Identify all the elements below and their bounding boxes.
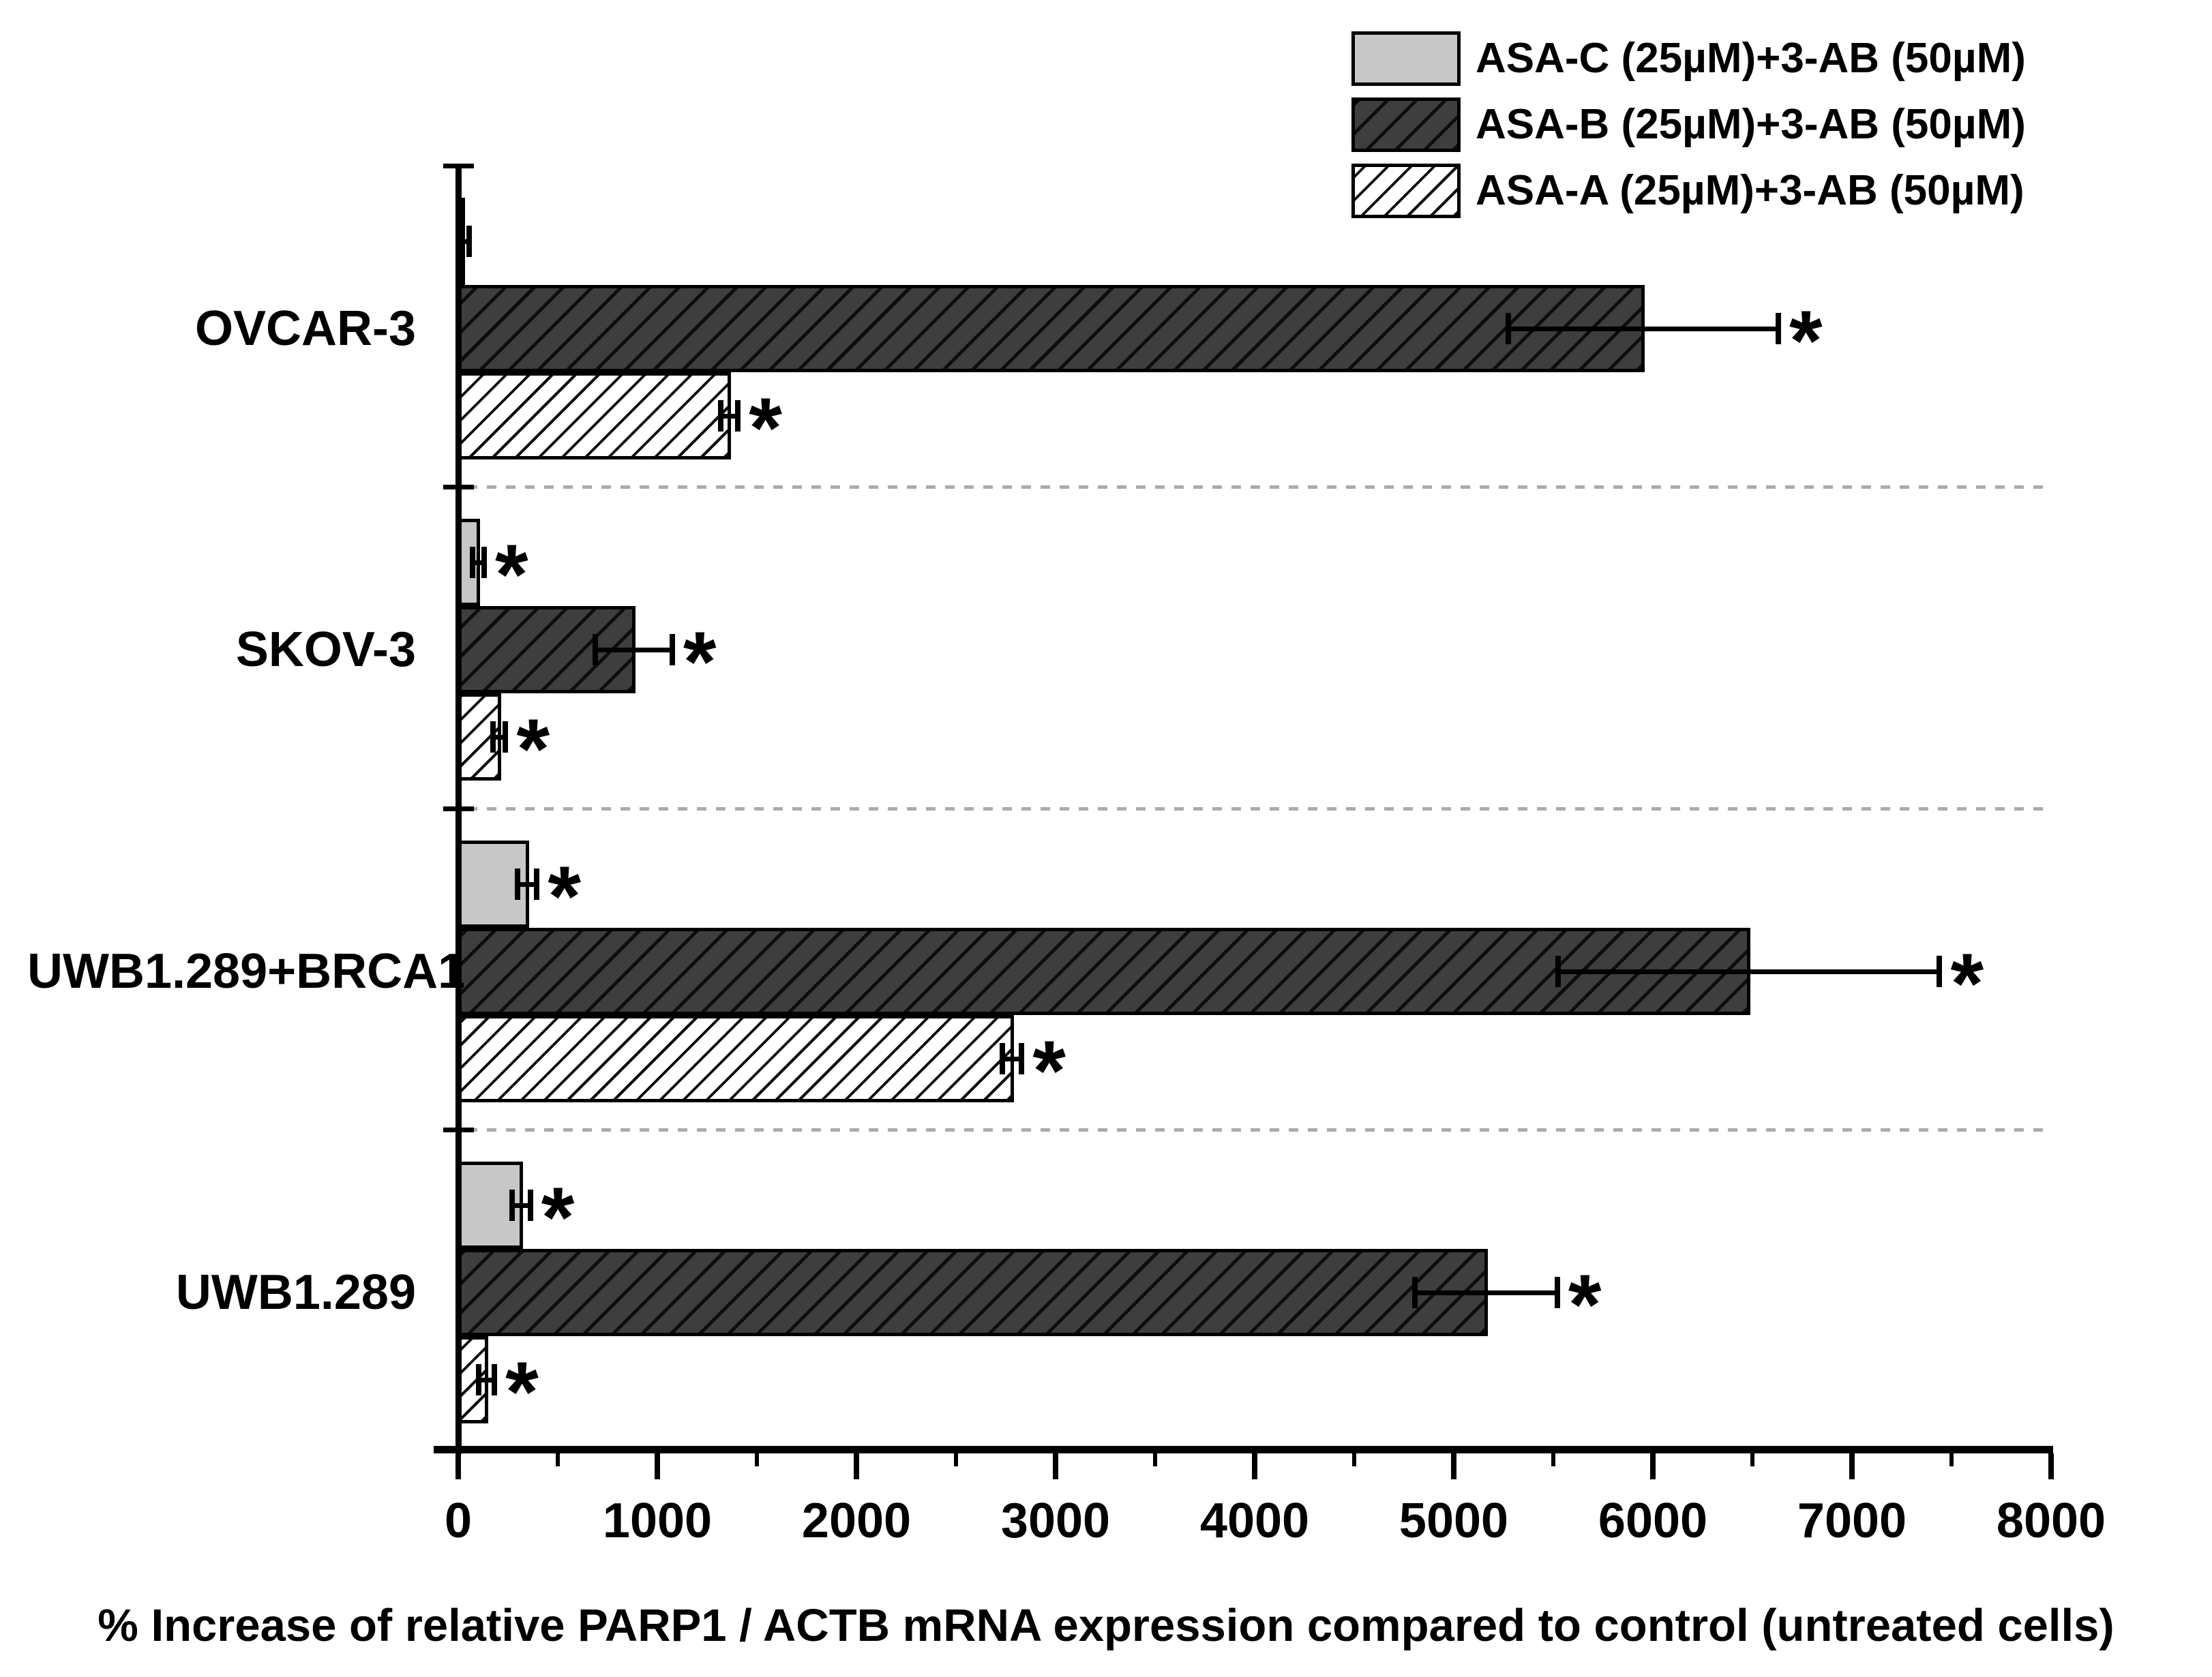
significance-asterisk: * [749, 381, 782, 476]
bar-OVCAR-3-ASA-B [457, 285, 1645, 372]
x-axis-major-tick [655, 1453, 660, 1479]
error-bar-cap-right [534, 868, 540, 900]
y-axis-tick [443, 1128, 474, 1132]
bar-UWB1.289+BRCA1-ASA-B [457, 928, 1751, 1015]
x-axis-major-tick [455, 1453, 461, 1479]
x-axis-major-tick [1849, 1453, 1855, 1479]
legend-label: ASA-C (25µM)+3-AB (50µM) [1476, 35, 2026, 82]
bar-UWB1.289+BRCA1-ASA-A [457, 1015, 1014, 1102]
x-axis-major-tick [854, 1453, 859, 1479]
group-separator-line [468, 485, 2052, 489]
error-bar-cap-left [515, 868, 521, 900]
significance-asterisk: * [683, 615, 717, 710]
category-label-UWB1.289: UWB1.289 [175, 1265, 416, 1320]
error-bar [517, 882, 537, 887]
y-axis-tick [443, 164, 474, 168]
x-axis-title: % Increase of relative PARP1 / ACTB mRNA… [98, 1600, 2114, 1651]
x-axis-minor-tick [556, 1453, 560, 1466]
x-axis-major-tick [1252, 1453, 1257, 1479]
x-tick-label: 5000 [1399, 1494, 1509, 1548]
x-axis-major-tick [2048, 1453, 2054, 1479]
group-separator-line [468, 807, 2052, 811]
error-bar [595, 648, 672, 652]
x-tick-label: 6000 [1598, 1494, 1708, 1548]
error-bar-cap-left [490, 721, 496, 753]
legend-label: ASA-A (25µM)+3-AB (50µM) [1476, 167, 2024, 214]
error-bar-cap-left [1555, 956, 1561, 987]
error-bar-cap-left [475, 1364, 481, 1395]
x-axis-major-tick [1650, 1453, 1656, 1479]
error-bar-cap-right [527, 1190, 533, 1221]
significance-asterisk: * [1568, 1258, 1602, 1353]
error-bar-cap-left [1411, 1277, 1418, 1308]
x-axis-minor-tick [954, 1453, 958, 1466]
error-bar [1507, 327, 1778, 331]
x-tick-label: 3000 [1000, 1494, 1111, 1548]
error-bar-cap-left [1000, 1043, 1006, 1074]
significance-asterisk: * [505, 1345, 539, 1440]
error-bar [472, 560, 484, 565]
x-axis-line [434, 1446, 2053, 1453]
x-axis-minor-tick [1949, 1453, 1954, 1466]
error-bar-cap-right [1937, 956, 1943, 987]
legend-label: ASA-B (25µM)+3-AB (50µM) [1476, 101, 2026, 148]
significance-asterisk: * [494, 528, 528, 622]
category-label-OVCAR-3: OVCAR-3 [194, 301, 416, 356]
category-label-UWB1.289+BRCA1: UWB1.289+BRCA1 [27, 944, 466, 999]
error-bar [457, 239, 470, 244]
x-tick-label: 1000 [602, 1494, 713, 1548]
significance-asterisk: * [1032, 1024, 1066, 1119]
error-bar-cap-right [492, 1364, 498, 1395]
x-axis-minor-tick [755, 1453, 759, 1466]
x-tick-label: 8000 [1996, 1494, 2106, 1548]
significance-asterisk: * [541, 1170, 575, 1265]
x-axis-major-tick [1451, 1453, 1456, 1479]
error-bar-cap-right [466, 226, 473, 257]
error-bar-cap-right [503, 721, 509, 753]
x-tick-label: 0 [444, 1494, 473, 1548]
bar-UWB1.289-ASA-B [457, 1249, 1488, 1336]
group-separator-line [468, 1128, 2052, 1132]
error-bar-cap-left [509, 1190, 515, 1221]
x-tick-label: 4000 [1199, 1494, 1310, 1548]
error-bar-cap-right [1554, 1277, 1560, 1308]
x-axis-minor-tick [1551, 1453, 1555, 1466]
error-bar-cap-right [481, 547, 487, 578]
error-bar [719, 414, 738, 419]
x-axis-minor-tick [1352, 1453, 1356, 1466]
legend-swatch-solid [1351, 31, 1461, 86]
error-bar-cap-right [669, 634, 675, 665]
y-axis-tick [443, 806, 474, 811]
x-axis-minor-tick [1153, 1453, 1157, 1466]
error-bar-cap-right [735, 400, 741, 432]
significance-asterisk: * [548, 849, 581, 944]
error-bar-cap-left [1505, 313, 1511, 344]
error-bar [477, 1378, 495, 1383]
x-axis-major-tick [1053, 1453, 1058, 1479]
significance-asterisk: * [1950, 937, 1984, 1031]
error-bar [1414, 1290, 1557, 1295]
error-bar-cap-left [593, 634, 599, 665]
error-bar-cap-right [1019, 1043, 1025, 1074]
bar-OVCAR-3-ASA-A [457, 372, 732, 459]
x-axis-minor-tick [1750, 1453, 1754, 1466]
significance-asterisk: * [516, 702, 550, 797]
x-tick-label: 2000 [801, 1494, 912, 1548]
error-bar-cap-left [717, 400, 723, 432]
legend-swatch-whiteh [1351, 164, 1461, 218]
error-bar [1557, 969, 1940, 974]
error-bar [492, 735, 506, 740]
legend-swatch-darkh [1351, 97, 1461, 152]
error-bar-cap-left [470, 547, 476, 578]
category-label-SKOV-3: SKOV-3 [235, 622, 416, 677]
error-bar [1002, 1057, 1022, 1061]
x-tick-label: 7000 [1797, 1494, 1907, 1548]
error-bar-cap-right [1775, 313, 1781, 344]
error-bar [511, 1203, 530, 1208]
significance-asterisk: * [1789, 294, 1823, 389]
y-axis-tick [443, 485, 474, 489]
